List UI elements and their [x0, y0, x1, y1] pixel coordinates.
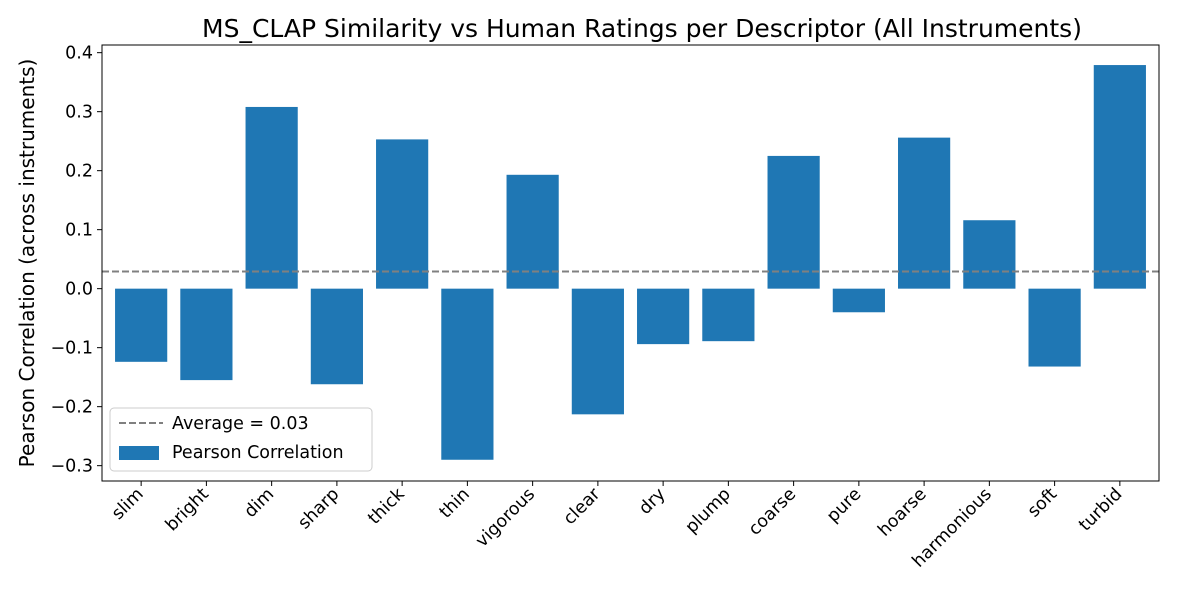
legend: Average = 0.03 Pearson Correlation	[109, 407, 373, 472]
x-tick-label-plump: plump	[682, 484, 735, 537]
bar-thin	[441, 288, 494, 460]
x-tick-label-dry: dry	[635, 484, 669, 518]
bars-group	[115, 65, 1146, 460]
bar-bright	[180, 288, 233, 381]
bar-thick	[376, 139, 429, 289]
x-tick-label-vigorous: vigorous	[472, 484, 539, 551]
plot-frame	[101, 44, 1160, 482]
legend-bar-label: Pearson Correlation	[172, 443, 344, 463]
y-tick-label: 0.1	[65, 221, 93, 241]
x-tick-label-dim: dim	[241, 484, 278, 521]
x-tick-label-pure: pure	[823, 484, 865, 526]
x-tick-label-clear: clear	[560, 484, 605, 529]
y-axis-label: Pearson Correlation (across instruments)	[15, 59, 39, 468]
y-tick-label: 0.0	[65, 280, 93, 300]
x-tick-label-turbid: turbid	[1075, 484, 1126, 535]
bar-slim	[115, 288, 168, 362]
legend-box	[109, 407, 373, 472]
y-tick-label: 0.3	[65, 103, 93, 123]
y-tick-label: 0.2	[65, 162, 93, 182]
y-tick-label: −0.2	[51, 398, 94, 418]
bar-dim	[245, 106, 298, 289]
x-tick-label-bright: bright	[162, 484, 213, 535]
bar-soft	[1028, 288, 1081, 367]
legend-bar-swatch	[119, 446, 159, 460]
bar-plump	[702, 288, 755, 342]
x-tick-label-thick: thick	[364, 484, 409, 529]
legend-average-label: Average = 0.03	[172, 414, 309, 434]
y-axis-ticks: −0.3 −0.2 −0.1 0.0 0.1 0.2 0.3 0.4	[51, 44, 102, 477]
bar-harmonious	[963, 220, 1016, 289]
y-tick-label: 0.4	[65, 44, 93, 64]
chart-title: MS_CLAP Similarity vs Human Ratings per …	[202, 14, 1082, 43]
bar-clear	[571, 288, 624, 415]
bar-pure	[832, 288, 885, 313]
y-tick-label: −0.1	[51, 339, 94, 359]
x-tick-label-slim: slim	[108, 484, 148, 524]
x-tick-label-coarse: coarse	[745, 484, 800, 539]
x-tick-label-sharp: sharp	[294, 484, 343, 533]
bar-turbid	[1093, 65, 1146, 289]
x-tick-label-thin: thin	[436, 484, 474, 522]
x-tick-label-hoarse: hoarse	[874, 484, 930, 540]
bar-coarse	[767, 155, 820, 289]
bar-vigorous	[506, 174, 559, 289]
bar-dry	[637, 288, 690, 345]
x-tick-label-soft: soft	[1024, 484, 1061, 521]
bar-sharp	[310, 288, 363, 385]
bar-hoarse	[898, 137, 951, 289]
y-tick-label: −0.3	[51, 457, 94, 477]
